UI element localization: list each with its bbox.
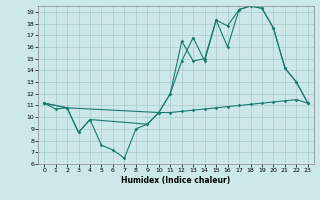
X-axis label: Humidex (Indice chaleur): Humidex (Indice chaleur) — [121, 176, 231, 185]
